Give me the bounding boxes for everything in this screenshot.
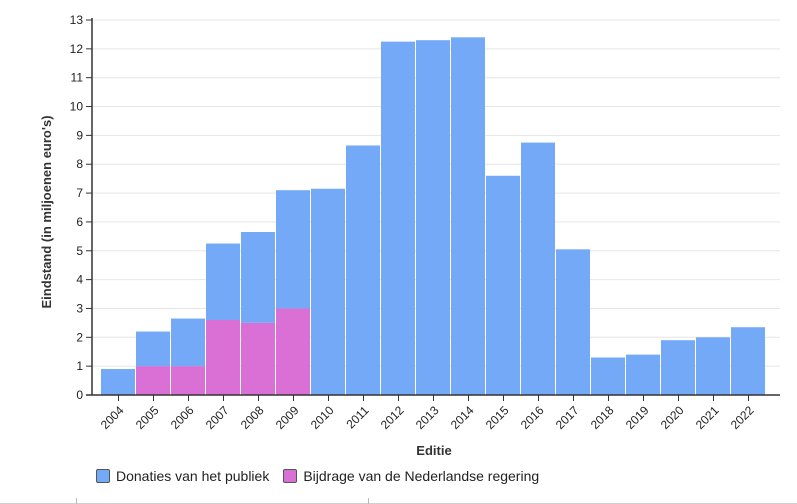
y-axis-title: Eindstand (in miljoenen euro's) xyxy=(39,115,54,308)
x-tick-label: 2004 xyxy=(98,403,127,432)
axes xyxy=(86,18,780,401)
y-tick-label: 7 xyxy=(76,186,83,200)
x-tick-label: 2005 xyxy=(133,403,162,432)
x-tick-label: 2018 xyxy=(588,403,617,432)
y-tick-label: 6 xyxy=(76,215,83,229)
bar-2006-publiek[interactable] xyxy=(171,318,205,367)
legend-swatch-publiek xyxy=(96,469,110,483)
bar-2005-publiek[interactable] xyxy=(136,331,170,367)
bar-2016-publiek[interactable] xyxy=(521,142,555,395)
y-tick-label: 1 xyxy=(76,359,83,373)
bar-2015-publiek[interactable] xyxy=(486,175,520,395)
bar-2008-publiek[interactable] xyxy=(241,232,275,323)
y-tick-label: 10 xyxy=(70,100,84,114)
bar-2019-publiek[interactable] xyxy=(626,354,660,395)
bar-2008-regering[interactable] xyxy=(241,322,275,395)
legend: Donaties van het publiek Bijdrage van de… xyxy=(96,468,553,484)
x-tick-label: 2006 xyxy=(168,403,197,432)
y-tick-label: 3 xyxy=(76,301,83,315)
legend-item-publiek[interactable]: Donaties van het publiek xyxy=(96,468,269,484)
bar-2021-publiek[interactable] xyxy=(696,337,730,395)
bar-2005-regering[interactable] xyxy=(136,366,170,395)
x-tick-label: 2019 xyxy=(623,403,652,432)
y-tick-label: 5 xyxy=(76,244,83,258)
bottom-divider-tick xyxy=(368,498,369,504)
x-tick-label: 2014 xyxy=(448,403,477,432)
bar-2011-publiek[interactable] xyxy=(346,145,380,395)
bar-2020-publiek[interactable] xyxy=(661,340,695,395)
y-tick-label: 12 xyxy=(70,42,84,56)
bar-2013-publiek[interactable] xyxy=(416,40,450,395)
y-tick-label: 9 xyxy=(76,128,83,142)
x-tick-label: 2017 xyxy=(553,403,582,432)
y-tick-label: 2 xyxy=(76,330,83,344)
bar-2014-publiek[interactable] xyxy=(451,37,485,396)
bar-2022-publiek[interactable] xyxy=(731,327,765,395)
y-tick-label: 11 xyxy=(71,71,84,85)
x-tick-label: 2012 xyxy=(378,403,407,432)
x-axis-title: Editie xyxy=(416,443,451,458)
legend-label-publiek: Donaties van het publiek xyxy=(116,468,270,484)
x-tick-label: 2022 xyxy=(728,403,757,432)
bar-2004-publiek[interactable] xyxy=(101,369,135,395)
bar-2017-publiek[interactable] xyxy=(556,249,590,395)
y-tick-label: 8 xyxy=(76,157,83,171)
x-tick-label: 2020 xyxy=(658,403,687,432)
bar-2009-regering[interactable] xyxy=(276,308,310,395)
y-tick-label: 4 xyxy=(76,273,83,287)
legend-label-regering: Bijdrage van de Nederlandse regering xyxy=(303,468,540,484)
x-tick-label: 2015 xyxy=(483,403,512,432)
x-tick-labels: 2004 2005 2006 2007 2008 2009 2010 2011 2012 2013… xyxy=(98,403,757,432)
bar-2007-regering[interactable] xyxy=(206,320,240,395)
x-tick-label: 2016 xyxy=(518,403,547,432)
y-tick-label: 13 xyxy=(70,13,84,27)
x-tick-label: 2008 xyxy=(238,403,267,432)
x-tick-label: 2021 xyxy=(693,403,722,432)
x-tick-label: 2009 xyxy=(273,403,302,432)
x-tick-label: 2013 xyxy=(413,403,442,432)
bar-2006-regering[interactable] xyxy=(171,366,205,395)
bars xyxy=(101,37,765,396)
bottom-divider-tick xyxy=(76,498,77,504)
bar-2010-publiek[interactable] xyxy=(311,188,345,395)
legend-item-regering[interactable]: Bijdrage van de Nederlandse regering xyxy=(283,468,539,484)
y-tick-label: 0 xyxy=(76,388,83,402)
x-tick-label: 2010 xyxy=(308,403,337,432)
legend-swatch-regering xyxy=(283,469,298,483)
bar-2012-publiek[interactable] xyxy=(381,41,415,396)
bar-2007-publiek[interactable] xyxy=(206,243,240,320)
x-tick-label: 2007 xyxy=(203,403,232,432)
bar-2018-publiek[interactable] xyxy=(591,357,625,396)
x-tick-label: 2011 xyxy=(343,403,371,431)
bar-2009-publiek[interactable] xyxy=(276,190,310,309)
